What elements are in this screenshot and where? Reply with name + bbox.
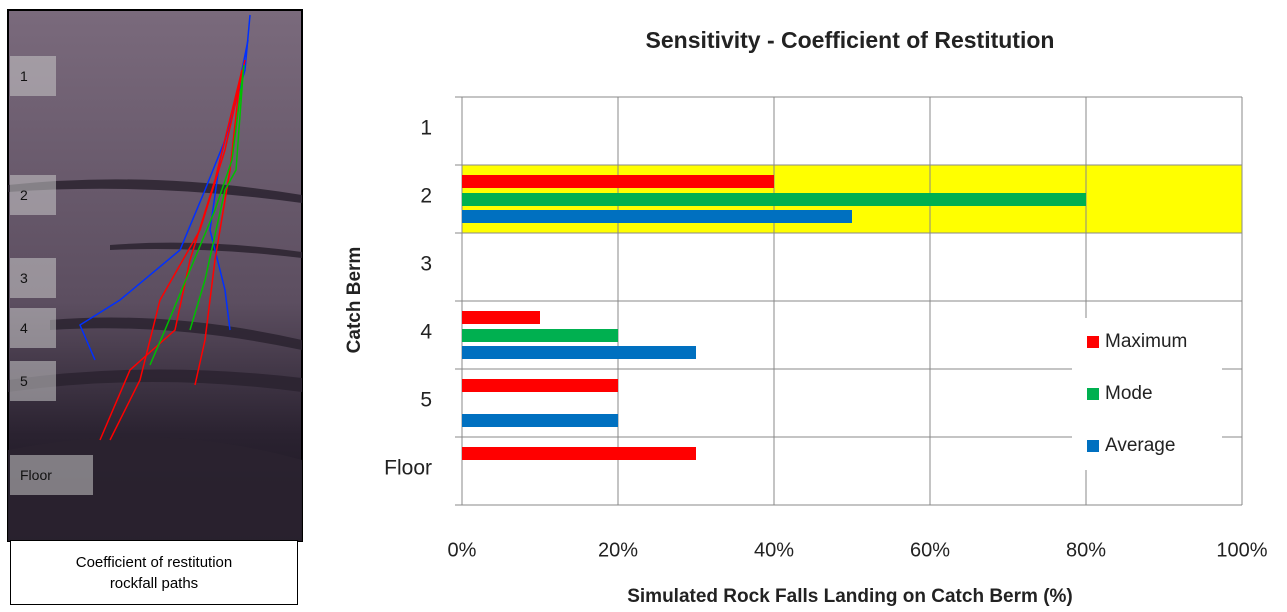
berm-label: 3: [10, 258, 56, 298]
legend-swatch: [1087, 336, 1099, 348]
legend-label: Maximum: [1105, 331, 1187, 352]
y-axis-title: Catch Berm: [344, 247, 365, 354]
bar: [462, 329, 618, 342]
legend-label: Average: [1105, 435, 1175, 456]
bar: [462, 175, 774, 188]
y-tick-label: 3: [420, 253, 432, 276]
y-tick-label: Floor: [384, 457, 432, 480]
berm-label: 5: [10, 361, 56, 401]
legend-swatch: [1087, 388, 1099, 400]
y-tick-label: 1: [420, 117, 432, 140]
bar: [462, 447, 696, 460]
rockfall-image: [7, 9, 303, 542]
x-tick-label: 40%: [754, 539, 794, 561]
berm-label: 2: [10, 175, 56, 215]
legend-swatch: [1087, 440, 1099, 452]
legend-label: Mode: [1105, 383, 1153, 404]
y-tick-label: 5: [420, 389, 432, 412]
x-tick-label: 60%: [910, 539, 950, 561]
bar: [462, 414, 618, 427]
bar: [462, 379, 618, 392]
bar: [462, 210, 852, 223]
chart-title: Sensitivity - Coefficient of Restitution: [646, 27, 1055, 53]
x-tick-label: 0%: [448, 539, 477, 561]
bar: [462, 193, 1086, 206]
bar: [462, 311, 540, 324]
x-tick-label: 80%: [1066, 539, 1106, 561]
berm-label: 1: [10, 56, 56, 96]
x-tick-label: 100%: [1216, 539, 1267, 561]
x-axis-title: Simulated Rock Falls Landing on Catch Be…: [627, 586, 1073, 607]
berm-label: Floor: [10, 455, 93, 495]
y-tick-label: 4: [420, 321, 432, 344]
y-tick-label: 2: [420, 185, 432, 208]
chart: Sensitivity - Coefficient of Restitution…: [344, 27, 1268, 607]
caption: Coefficient of restitution rockfall path…: [10, 540, 298, 605]
bar: [462, 346, 696, 359]
berm-label: 4: [10, 308, 56, 348]
x-tick-label: 20%: [598, 539, 638, 561]
